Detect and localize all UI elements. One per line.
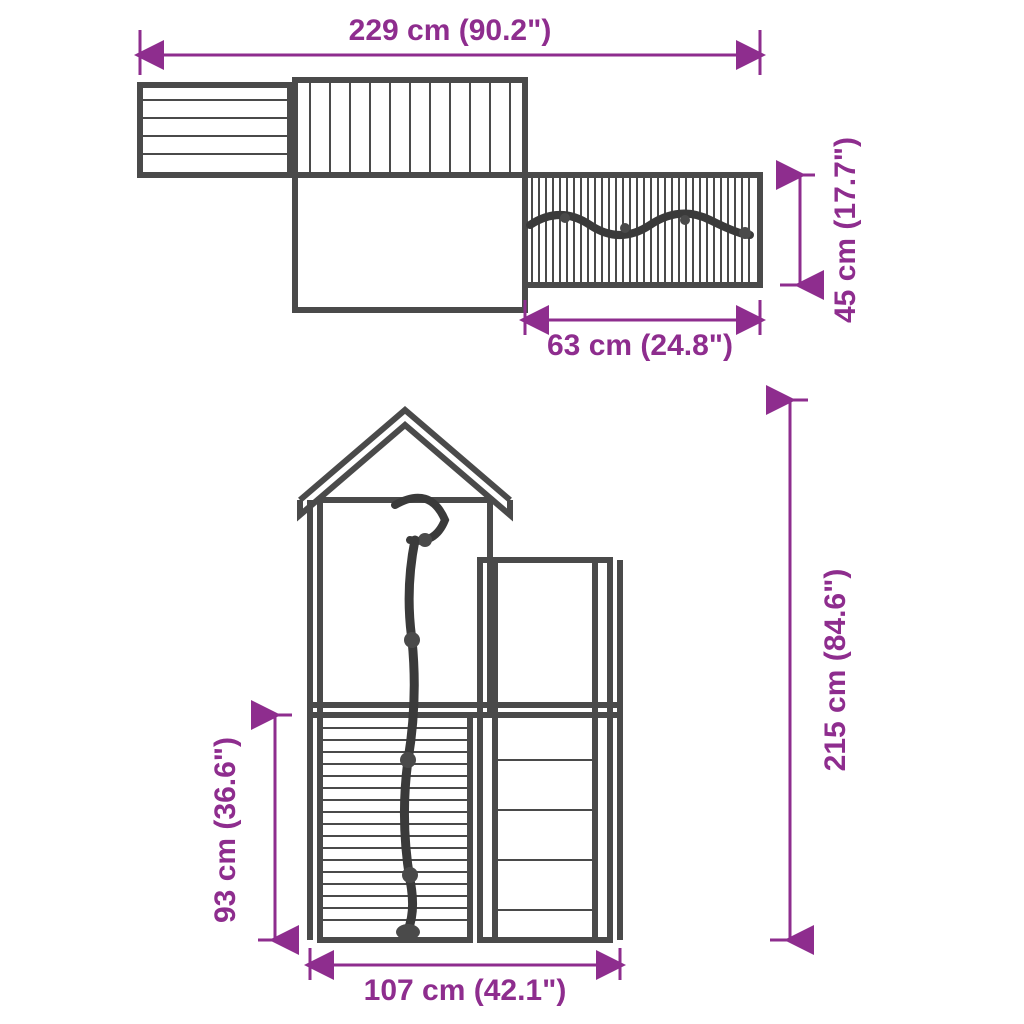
top-tower-block bbox=[295, 80, 525, 310]
label-lower-height: 93 cm (36.6") bbox=[209, 737, 242, 923]
dimension-diagram: 229 cm (90.2") bbox=[0, 0, 1024, 1024]
top-bridge bbox=[525, 175, 760, 285]
dim-overall-width: 229 cm (90.2") bbox=[140, 14, 760, 75]
climbing-rope bbox=[395, 498, 445, 940]
label-bridge-length: 63 cm (24.8") bbox=[547, 329, 733, 362]
front-tower bbox=[300, 410, 620, 940]
top-view: 229 cm (90.2") bbox=[140, 14, 862, 362]
label-overall-width: 229 cm (90.2") bbox=[349, 14, 552, 47]
label-front-width: 107 cm (42.1") bbox=[364, 974, 567, 1007]
top-left-block bbox=[140, 85, 290, 175]
dim-bridge-width: 45 cm (17.7") bbox=[780, 137, 862, 323]
label-bridge-width: 45 cm (17.7") bbox=[829, 137, 862, 323]
climbing-wall bbox=[320, 715, 470, 940]
label-overall-height: 215 cm (84.6") bbox=[819, 569, 852, 772]
dim-lower-height: 93 cm (36.6") bbox=[209, 715, 292, 940]
front-view: 215 cm (84.6") 93 cm (36.6") 107 cm (42.… bbox=[209, 400, 852, 1007]
dim-overall-height: 215 cm (84.6") bbox=[770, 400, 852, 940]
dim-front-width: 107 cm (42.1") bbox=[310, 948, 620, 1007]
dim-bridge-length: 63 cm (24.8") bbox=[525, 300, 760, 362]
ladder bbox=[480, 560, 610, 940]
